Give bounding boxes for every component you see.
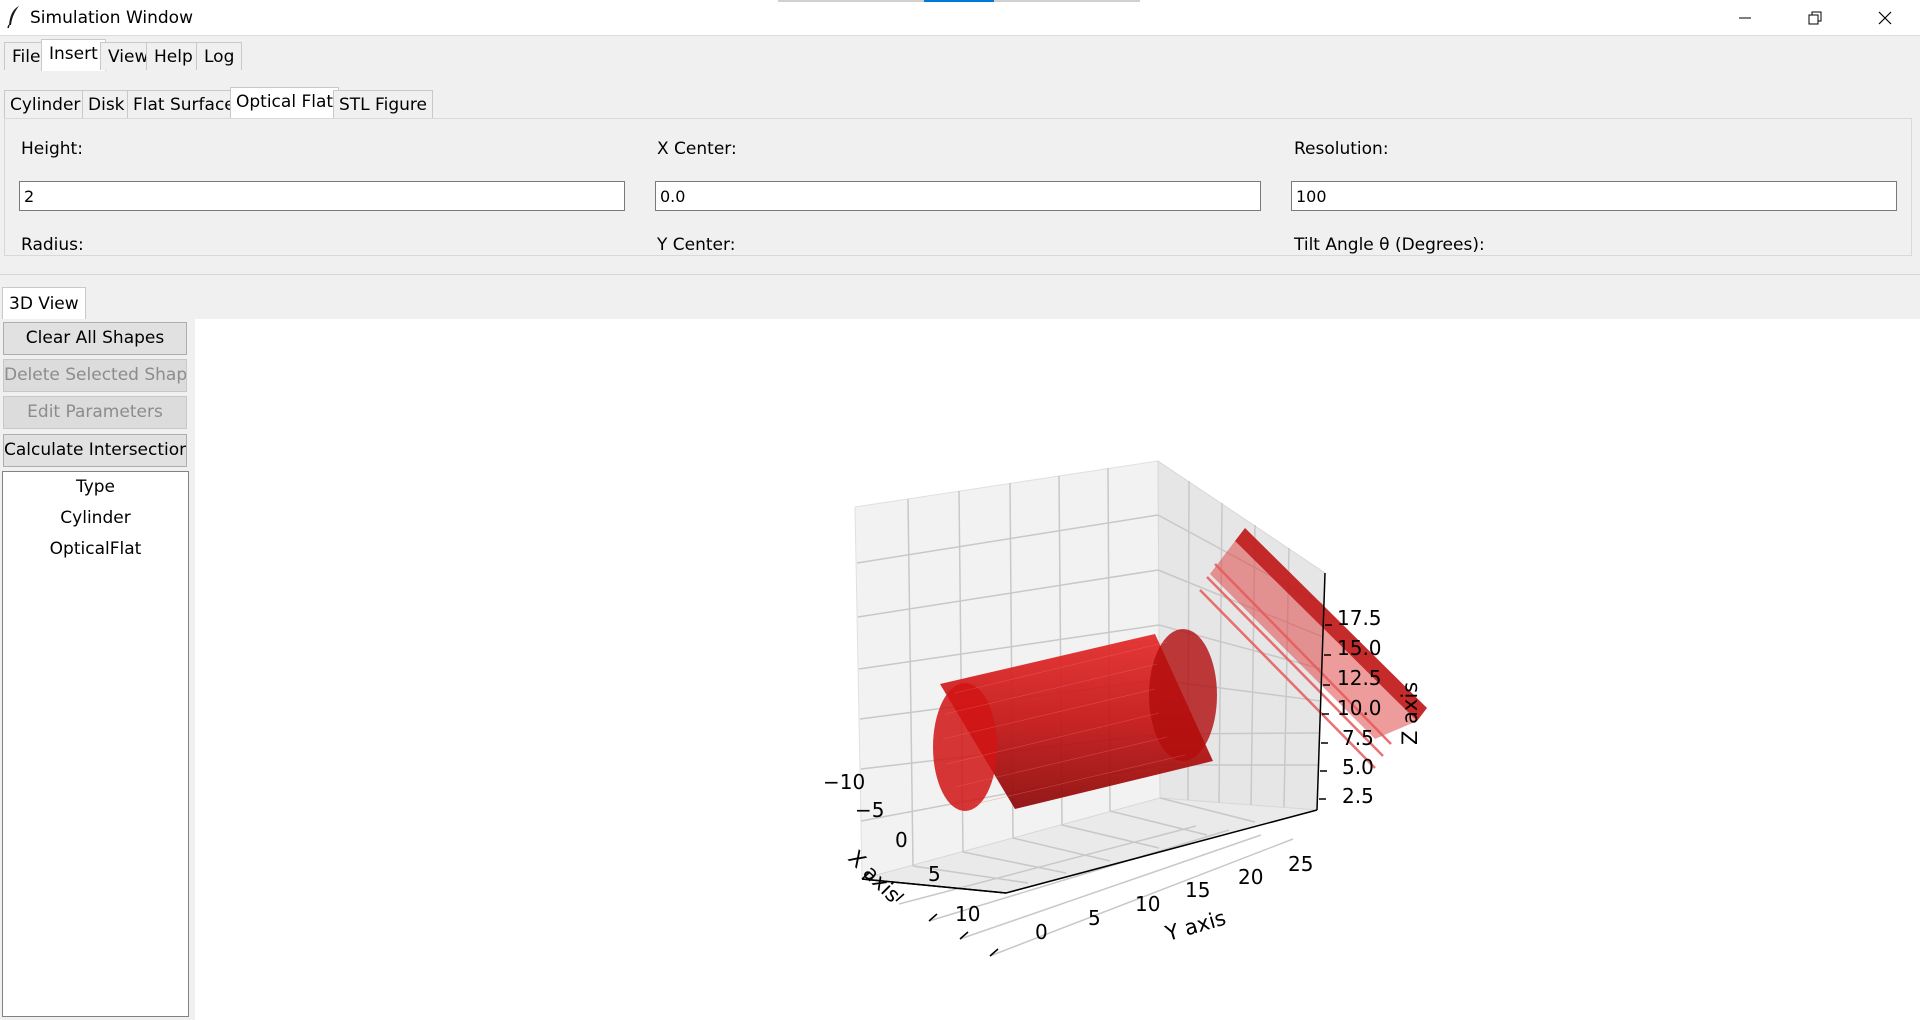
z-tick-label: 2.5 <box>1342 784 1374 808</box>
list-item-optical-flat[interactable]: OpticalFlat <box>49 539 142 559</box>
z-tick-label: 7.5 <box>1342 726 1374 750</box>
x-tick-label: −5 <box>855 798 884 822</box>
y-tick-label: 25 <box>1288 852 1313 876</box>
parameters-panel: Height: X Center: Resolution: Radius: Y … <box>4 118 1912 256</box>
y-center-label: Y Center: <box>657 235 736 255</box>
tab-disk[interactable]: Disk <box>82 90 131 118</box>
divider <box>0 274 1920 275</box>
z-tick-label: 17.5 <box>1337 606 1382 630</box>
x-center-label: X Center: <box>657 139 737 159</box>
z-tick-label: 5.0 <box>1342 755 1374 779</box>
z-ticks <box>1319 624 1332 800</box>
menu-tab-log[interactable]: Log <box>196 42 243 70</box>
tab-3d-view[interactable]: 3D View <box>2 287 86 319</box>
edit-parameters-button[interactable]: Edit Parameters <box>3 396 187 429</box>
z-tick-label: 12.5 <box>1337 666 1382 690</box>
y-tick-label: 10 <box>1135 892 1160 916</box>
menu-tab-insert[interactable]: Insert <box>41 39 106 71</box>
list-item-cylinder[interactable]: Cylinder <box>60 508 131 528</box>
shape-tabs: Cylinder Disk Flat Surface Optical Flat … <box>0 84 1920 119</box>
tab-optical-flat[interactable]: Optical Flat <box>230 87 340 119</box>
height-label: Height: <box>21 139 83 159</box>
tab-flat-surface[interactable]: Flat Surface <box>127 90 241 118</box>
title-decoration <box>778 0 924 2</box>
3d-plot[interactable]: −10 −5 0 5 10 0 5 10 15 20 25 2.5 5.0 7.… <box>195 319 1920 1020</box>
minimize-button[interactable] <box>1710 0 1780 35</box>
y-tick-label: 15 <box>1185 878 1210 902</box>
title-bar: Simulation Window <box>0 0 1920 35</box>
radius-label: Radius: <box>21 235 84 255</box>
shape-controls-panel: Clear All Shapes Delete Selected Shape E… <box>0 319 195 1020</box>
floor-grid <box>898 797 1294 957</box>
x-tick-label: −10 <box>823 770 865 794</box>
minimize-icon <box>1739 17 1751 18</box>
x-center-input[interactable] <box>655 181 1261 211</box>
shapes-list[interactable]: Type Cylinder OpticalFlat <box>2 471 189 1017</box>
menu-tab-help[interactable]: Help <box>146 42 201 70</box>
title-decoration <box>994 0 1140 2</box>
title-decoration-accent <box>924 0 994 2</box>
menu-bar: File Insert View Help Log <box>0 35 1920 72</box>
x-tick-label: 5 <box>928 862 941 886</box>
3d-view-canvas[interactable]: −10 −5 0 5 10 0 5 10 15 20 25 2.5 5.0 7.… <box>195 319 1920 1020</box>
y-tick-label: 5 <box>1088 906 1101 930</box>
x-tick-label: 0 <box>895 828 908 852</box>
height-input[interactable] <box>19 181 625 211</box>
calculate-intersection-button[interactable]: Calculate Intersection <box>3 434 187 467</box>
y-tick-label: 20 <box>1238 865 1263 889</box>
resolution-label: Resolution: <box>1294 139 1389 159</box>
clear-all-shapes-button[interactable]: Clear All Shapes <box>3 322 187 355</box>
feather-icon <box>7 6 19 29</box>
z-tick-label: 10.0 <box>1337 696 1382 720</box>
restore-icon <box>1808 11 1822 24</box>
restore-button[interactable] <box>1780 0 1850 35</box>
axes-lines <box>861 572 1326 894</box>
x-tick-label: 10 <box>955 902 980 926</box>
y-tick-label: 0 <box>1035 920 1048 944</box>
z-tick-label: 15.0 <box>1337 636 1382 660</box>
resolution-input[interactable] <box>1291 181 1897 211</box>
y-axis-label: Y axis <box>1162 906 1229 946</box>
window-title: Simulation Window <box>30 8 193 28</box>
list-header[interactable]: Type <box>75 477 116 497</box>
close-icon <box>1878 11 1892 24</box>
delete-selected-shape-button[interactable]: Delete Selected Shape <box>3 359 187 392</box>
tilt-angle-label: Tilt Angle θ (Degrees): <box>1294 235 1485 255</box>
tab-stl-figure[interactable]: STL Figure <box>333 90 433 118</box>
x-ticks <box>861 871 999 957</box>
cylinder-shape[interactable] <box>761 629 1217 811</box>
tab-cylinder[interactable]: Cylinder <box>4 90 87 118</box>
z-axis-label: Z axis <box>1398 682 1422 745</box>
close-button[interactable] <box>1850 0 1920 35</box>
